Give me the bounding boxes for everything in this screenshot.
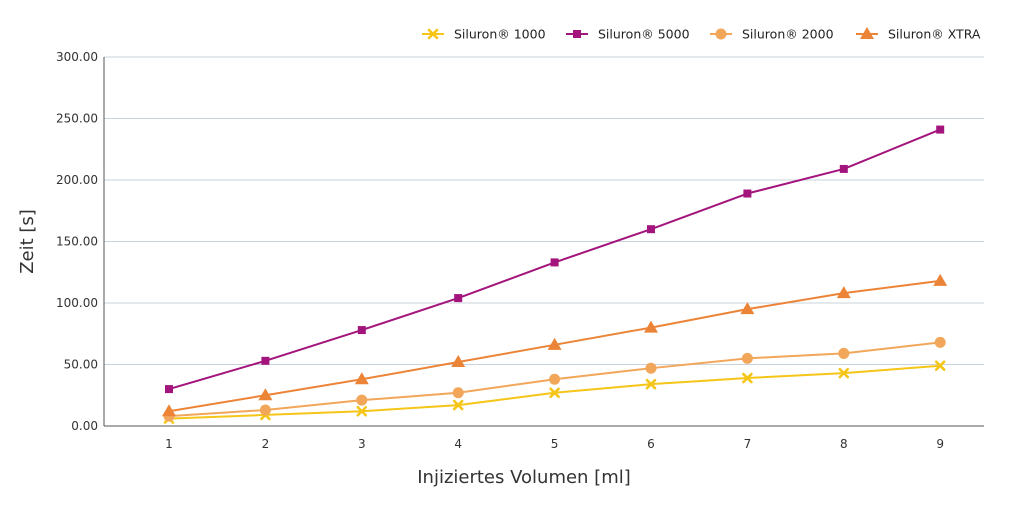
y-tick-label: 0.00 xyxy=(71,419,98,433)
x-tick-label: 3 xyxy=(358,437,366,451)
legend-marker xyxy=(715,28,727,40)
x-tick-label: 7 xyxy=(744,437,752,451)
legend-item: Siluron® 5000 xyxy=(566,27,690,42)
x-tick-label: 8 xyxy=(840,437,848,451)
legend: Siluron® 1000 Siluron® 5000 Siluron® 2000 S… xyxy=(422,27,981,42)
data-point xyxy=(356,394,368,406)
y-tick-label: 150.00 xyxy=(56,235,98,249)
y-tick-labels: 0.00 50.00 100.00 150.00 200.00 250.00 300.00 xyxy=(56,50,98,433)
gridlines xyxy=(104,56,984,365)
x-tick-label: 5 xyxy=(551,437,559,451)
data-point xyxy=(549,373,561,385)
x-tick-label: 1 xyxy=(165,437,173,451)
data-point xyxy=(645,378,657,390)
data-point xyxy=(934,360,946,372)
legend-item: Siluron® XTRA xyxy=(856,27,981,42)
data-point xyxy=(743,189,752,198)
x-tick-label: 4 xyxy=(454,437,462,451)
data-point xyxy=(354,372,369,385)
data-point xyxy=(839,164,848,173)
y-tick-label: 100.00 xyxy=(56,296,98,310)
data-point xyxy=(742,372,753,384)
legend-label: Siluron® XTRA xyxy=(888,27,981,42)
data-point xyxy=(644,320,658,333)
data-point xyxy=(451,355,466,368)
data-point xyxy=(258,388,273,401)
data-point xyxy=(933,273,948,286)
data-point xyxy=(838,347,850,359)
data-point xyxy=(740,302,755,315)
data-point xyxy=(261,356,270,365)
data-point xyxy=(647,225,655,234)
y-tick-label: 250.00 xyxy=(56,112,98,126)
x-axis-title: Injiziertes Volumen [ml] xyxy=(417,467,631,488)
legend-label: Siluron® 2000 xyxy=(742,27,834,42)
data-point xyxy=(357,326,366,335)
data-point xyxy=(165,385,173,394)
data-point xyxy=(741,352,753,364)
y-tick-label: 200.00 xyxy=(56,173,98,187)
data-point xyxy=(452,387,464,399)
x-tick-label: 6 xyxy=(647,437,655,451)
data-point xyxy=(162,404,176,417)
data-point xyxy=(452,399,464,411)
legend-marker xyxy=(573,30,581,38)
axes xyxy=(103,57,984,427)
legend-marker xyxy=(860,27,874,39)
data-point xyxy=(550,258,559,267)
data-point xyxy=(259,404,271,416)
legend-label: Siluron® 1000 xyxy=(454,27,546,42)
data-point xyxy=(934,336,946,348)
x-tick-label: 9 xyxy=(936,437,944,451)
data-point xyxy=(838,367,850,379)
data-series xyxy=(162,125,948,424)
legend-item: Siluron® 2000 xyxy=(710,27,834,42)
x-tick-labels: 1 2 3 4 5 6 7 8 9 xyxy=(165,437,944,451)
data-point xyxy=(454,294,463,303)
data-point xyxy=(645,362,657,374)
y-tick-label: 300.00 xyxy=(56,50,98,64)
data-point xyxy=(549,387,560,399)
legend-marker xyxy=(427,28,439,40)
data-point xyxy=(836,286,851,299)
y-axis-title: Zeit [s] xyxy=(17,209,38,274)
legend-item: Siluron® 1000 xyxy=(422,27,546,42)
y-tick-label: 50.00 xyxy=(64,358,98,372)
data-point xyxy=(547,337,562,350)
legend-label: Siluron® 5000 xyxy=(598,27,690,42)
x-tick-label: 2 xyxy=(262,437,270,451)
data-point xyxy=(356,405,368,417)
data-point xyxy=(936,125,945,134)
